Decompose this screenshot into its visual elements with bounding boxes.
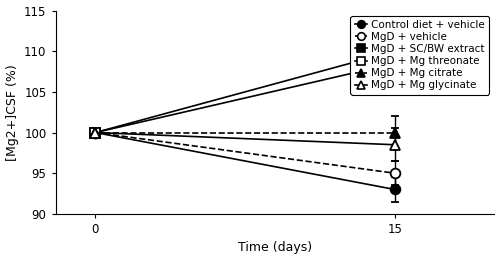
Y-axis label: [Mg2+]CSF (%): [Mg2+]CSF (%) xyxy=(6,64,18,161)
X-axis label: Time (days): Time (days) xyxy=(238,242,312,255)
Legend: Control diet + vehicle, MgD + vehicle, MgD + SC/BW extract, MgD + Mg threonate, : Control diet + vehicle, MgD + vehicle, M… xyxy=(350,16,489,95)
Text: *: * xyxy=(404,40,411,54)
Text: *: * xyxy=(404,54,411,68)
